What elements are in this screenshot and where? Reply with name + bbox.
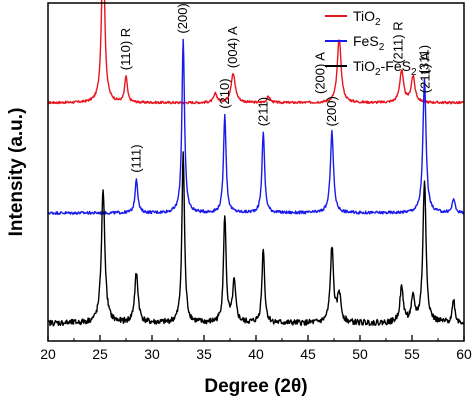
peak-label: (311) [417,45,432,74]
peak-label: (200) A [313,52,328,94]
peak-label: (200) [175,3,190,33]
legend-label: TiO2-FeS2 [353,58,417,78]
series-line-0 [47,0,465,105]
peak-label: (111) [128,144,143,172]
peak-label: (211) [255,97,270,126]
y-axis-title: Intensity (a.u.) [6,108,27,237]
series-line-2 [47,151,465,327]
x-axis: 20 25 30 35 40 45 50 55 60 [40,335,472,362]
legend-label: FeS2 [353,33,385,53]
legend: TiO2 FeS2 TiO2-FeS2 [325,8,417,78]
x-tick-label: 40 [248,346,264,362]
series-line-1 [47,38,465,216]
x-tick-label: 20 [40,346,56,362]
x-tick-label: 60 [456,346,472,362]
x-tick-label: 30 [144,346,160,362]
peak-label: (211) A [418,52,433,93]
peak-annotations: (101) A(110) R(004) A(200) A(211) R(211)… [118,3,433,173]
x-tick-label: 35 [196,346,212,362]
x-tick-label: 45 [300,346,316,362]
x-tick-label: 25 [92,346,108,362]
x-tick-label: 50 [352,346,368,362]
peak-label: (210) [217,78,232,108]
series-layer [47,0,465,327]
peak-label: (211) R [391,21,406,63]
x-axis-title: Degree (2θ) [204,376,307,397]
legend-label: TiO2 [353,8,381,28]
x-tick-label: 55 [404,346,420,362]
peak-label: (004) A [225,26,240,68]
peak-label: (110) R [118,28,133,70]
peak-label: (200) [324,96,339,126]
